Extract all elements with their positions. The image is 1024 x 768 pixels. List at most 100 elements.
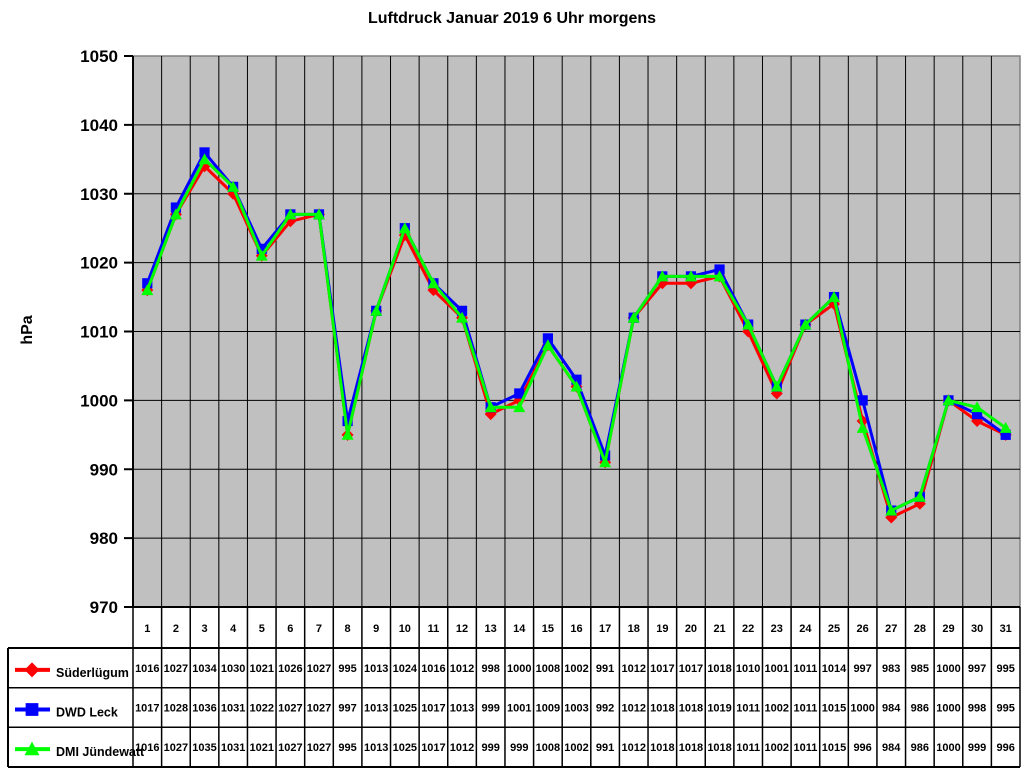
marker-triangle bbox=[255, 249, 268, 261]
value-cell: 1017 bbox=[650, 663, 674, 675]
value-cell: 1027 bbox=[278, 742, 302, 754]
value-cell: 1027 bbox=[164, 742, 188, 754]
value-cell: 1036 bbox=[192, 703, 216, 715]
marker-square bbox=[857, 395, 868, 406]
day-header-cell: 19 bbox=[656, 623, 668, 635]
marker-triangle bbox=[742, 318, 755, 330]
value-cell: 1022 bbox=[250, 703, 274, 715]
value-cell: 991 bbox=[596, 742, 614, 754]
value-cell: 1030 bbox=[221, 663, 245, 675]
value-cell: 1017 bbox=[135, 703, 159, 715]
day-header-cell: 21 bbox=[713, 623, 725, 635]
value-cell: 1017 bbox=[421, 703, 445, 715]
day-header-cell: 13 bbox=[485, 623, 497, 635]
value-cell: 991 bbox=[596, 663, 614, 675]
day-header-cell: 11 bbox=[428, 623, 440, 635]
y-tick-label: 970 bbox=[90, 598, 118, 617]
day-header-cell: 26 bbox=[857, 623, 869, 635]
value-cell: 998 bbox=[968, 703, 986, 715]
y-tick-label: 1010 bbox=[80, 323, 118, 342]
value-cell: 1018 bbox=[679, 742, 703, 754]
value-cell: 984 bbox=[882, 703, 901, 715]
day-header-cell: 5 bbox=[259, 623, 265, 635]
marker-triangle bbox=[341, 428, 354, 440]
day-header-cell: 9 bbox=[373, 623, 379, 635]
value-cell: 1003 bbox=[564, 703, 588, 715]
marker-square bbox=[571, 374, 582, 385]
y-tick-label: 980 bbox=[90, 529, 118, 548]
marker-triangle bbox=[627, 311, 640, 323]
marker-triangle bbox=[513, 401, 526, 413]
value-cell: 996 bbox=[853, 742, 871, 754]
value-cell: 1013 bbox=[364, 663, 388, 675]
value-cell: 1011 bbox=[736, 742, 760, 754]
value-cell: 1002 bbox=[765, 703, 789, 715]
value-cell: 1034 bbox=[192, 663, 217, 675]
marker-triangle bbox=[427, 277, 440, 289]
table-row-s-derl-gum: Süderlügum 1016 1027 1034 1030 1021 1026 1027 99… bbox=[15, 662, 1015, 680]
marker-triangle bbox=[198, 153, 211, 165]
value-cell: 1000 bbox=[850, 703, 874, 715]
table-grid bbox=[7, 607, 1021, 768]
day-header-cell: 1 bbox=[144, 623, 150, 635]
value-cell: 1027 bbox=[307, 663, 331, 675]
value-cell: 1010 bbox=[736, 663, 760, 675]
value-cell: 1011 bbox=[793, 663, 817, 675]
marker-triangle bbox=[913, 490, 926, 502]
marker-square bbox=[1000, 429, 1011, 440]
value-cell: 1019 bbox=[707, 703, 731, 715]
marker-triangle bbox=[284, 208, 297, 220]
marker-square bbox=[714, 264, 725, 275]
value-cell: 1026 bbox=[278, 663, 302, 675]
marker-triangle bbox=[799, 318, 812, 330]
marker-triangle bbox=[656, 270, 669, 282]
value-cell: 997 bbox=[968, 663, 986, 675]
value-cell: 992 bbox=[596, 703, 614, 715]
value-cell: 995 bbox=[338, 742, 356, 754]
day-header-cell: 16 bbox=[570, 623, 582, 635]
day-header-cell: 24 bbox=[799, 623, 812, 635]
value-cell: 1021 bbox=[250, 742, 274, 754]
day-header-cell: 7 bbox=[316, 623, 322, 635]
value-cell: 995 bbox=[997, 663, 1015, 675]
value-cell: 1000 bbox=[936, 703, 960, 715]
day-header-cell: 20 bbox=[685, 623, 697, 635]
value-cell: 999 bbox=[481, 703, 499, 715]
value-cell: 1016 bbox=[421, 663, 445, 675]
marker-square bbox=[25, 703, 39, 716]
value-cell: 1012 bbox=[450, 663, 474, 675]
value-cell: 1012 bbox=[450, 742, 474, 754]
value-cell: 1013 bbox=[364, 742, 388, 754]
value-cell: 1012 bbox=[621, 663, 645, 675]
marker-square bbox=[170, 202, 182, 213]
value-cell: 1008 bbox=[536, 663, 560, 675]
day-header-cell: 12 bbox=[456, 623, 468, 635]
value-cell: 1021 bbox=[250, 663, 274, 675]
y-tick-label: 1030 bbox=[80, 185, 118, 204]
day-header-cell: 10 bbox=[399, 623, 411, 635]
day-header-cell: 25 bbox=[828, 623, 840, 635]
value-cell: 1018 bbox=[707, 663, 731, 675]
day-header-cell: 30 bbox=[971, 623, 983, 635]
legend-key-s-derl-gum bbox=[15, 662, 50, 678]
value-cell: 1016 bbox=[135, 742, 159, 754]
marker-triangle bbox=[599, 456, 612, 468]
day-header-cell: 6 bbox=[287, 623, 293, 635]
marker-triangle bbox=[312, 208, 325, 220]
value-cell: 998 bbox=[481, 663, 499, 675]
value-cell: 1018 bbox=[707, 742, 731, 754]
value-cell: 1011 bbox=[736, 703, 760, 715]
value-cell: 1015 bbox=[822, 703, 846, 715]
y-tick-label: 1020 bbox=[80, 254, 118, 273]
marker-triangle bbox=[999, 421, 1012, 433]
value-cell: 1000 bbox=[507, 663, 531, 675]
value-cell: 1016 bbox=[135, 663, 159, 675]
marker-triangle bbox=[856, 421, 869, 433]
y-tick-label: 990 bbox=[90, 460, 118, 479]
table-row-dwd-leck: DWD Leck 1017 1028 1036 1031 1022 1027 1027 997 1… bbox=[15, 703, 1015, 720]
value-cell: 1017 bbox=[679, 663, 703, 675]
marker-triangle bbox=[770, 380, 783, 392]
